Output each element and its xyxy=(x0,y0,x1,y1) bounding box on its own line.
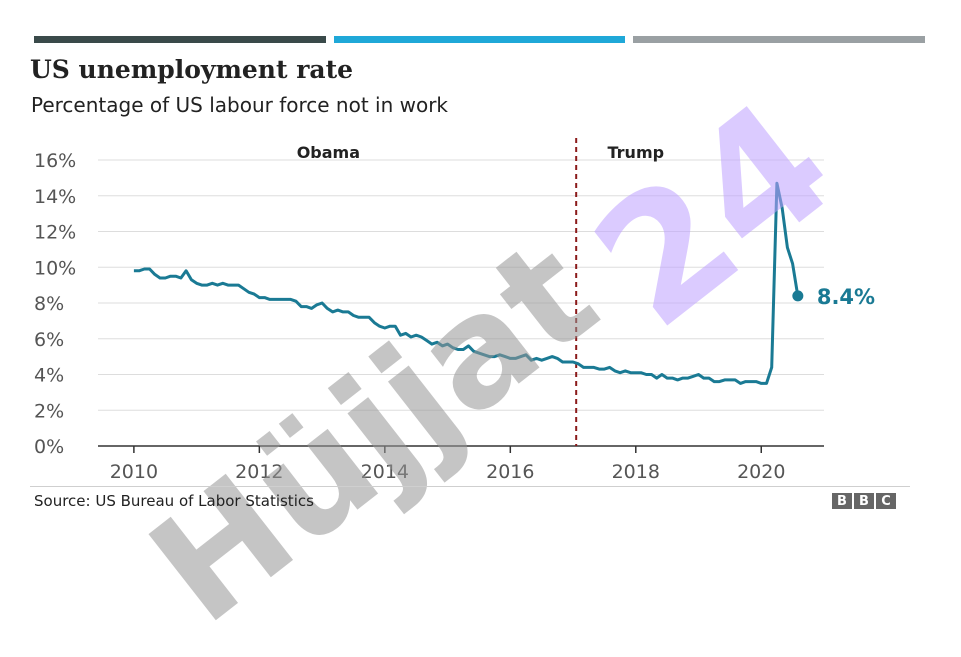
y-tick-label: 0% xyxy=(34,436,64,458)
bbc-logo-letter: B xyxy=(854,493,874,509)
y-tick-label: 6% xyxy=(34,329,64,351)
gridlines xyxy=(98,159,824,447)
x-tick-label: 2010 xyxy=(110,461,158,483)
x-tick-label: 2012 xyxy=(235,461,283,483)
x-axis-ticks: 2010 2012 2014 2016 2018 2020 xyxy=(110,446,785,483)
x-tick-label: 2018 xyxy=(612,461,660,483)
x-tick-label: 2014 xyxy=(361,461,409,483)
chart-subtitle: Percentage of US labour force not in wor… xyxy=(31,93,449,117)
y-tick-label: 16% xyxy=(34,150,76,172)
header-stripe-3 xyxy=(633,36,925,43)
header-stripe-2 xyxy=(334,36,625,43)
bbc-logo: B B C xyxy=(832,493,896,509)
header-stripe-1 xyxy=(34,36,326,43)
obama-label: Obama xyxy=(297,143,360,162)
trump-label: Trump xyxy=(608,143,665,162)
y-tick-label: 2% xyxy=(34,400,64,422)
y-tick-label: 12% xyxy=(34,222,76,244)
footer-divider xyxy=(30,486,910,487)
latest-point-marker xyxy=(792,290,804,302)
y-tick-label: 4% xyxy=(34,365,64,387)
x-tick-label: 2020 xyxy=(737,461,785,483)
y-tick-label: 8% xyxy=(34,293,64,315)
bbc-logo-letter: C xyxy=(876,493,896,509)
source-note: Source: US Bureau of Labor Statistics xyxy=(34,492,314,510)
unemployment-line xyxy=(133,181,800,385)
chart-title: US unemployment rate xyxy=(30,55,354,84)
line-chart: 0%2%4%6%8%10%12%14%16% 2010 2012 2014 2016 2… xyxy=(34,138,875,483)
y-tick-label: 14% xyxy=(34,186,76,208)
bbc-logo-letter: B xyxy=(832,493,852,509)
y-tick-label: 10% xyxy=(34,257,76,279)
x-tick-label: 2016 xyxy=(486,461,534,483)
y-axis-ticks: 0% 2% 4% 6% 8% 10% 12% 14% 16% xyxy=(34,150,76,458)
latest-value-label: 8.4% xyxy=(817,285,875,309)
